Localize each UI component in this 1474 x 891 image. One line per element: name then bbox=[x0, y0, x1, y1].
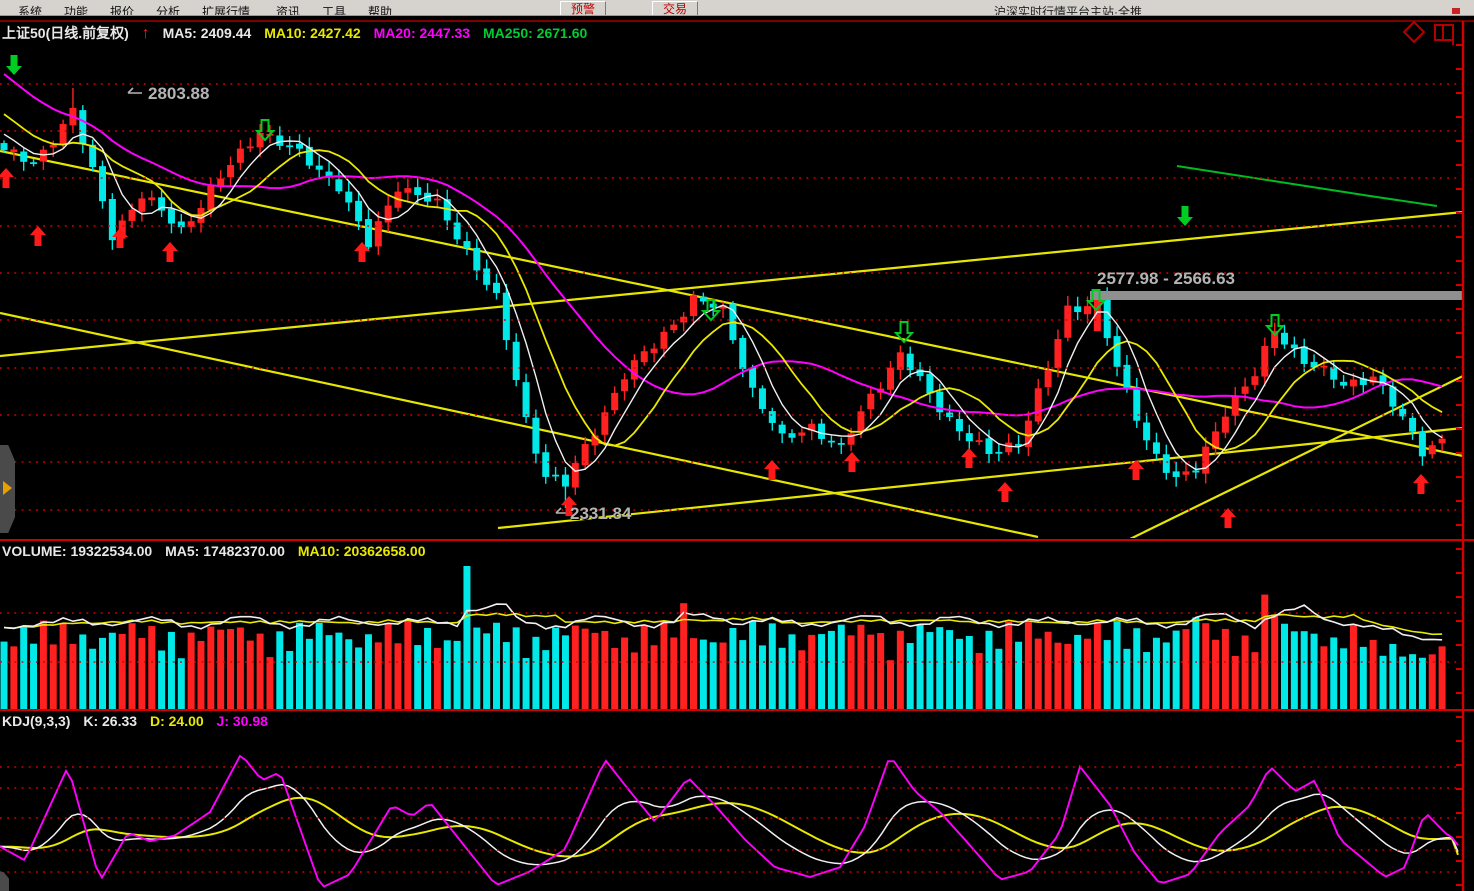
corner-handle bbox=[0, 872, 9, 891]
expand-arrow-icon bbox=[3, 481, 12, 495]
menu-item-system[interactable]: 系统 bbox=[18, 5, 43, 16]
kdj-pane-header: KDJ(9,3,3) K: 26.33 D: 24.00 J: 30.98 bbox=[2, 713, 277, 729]
symbol-title: 上证50(日线.前复权) bbox=[2, 25, 129, 41]
menu-button-alert[interactable]: 预警 bbox=[560, 1, 607, 15]
menu-item-function[interactable]: 功能 bbox=[64, 5, 89, 16]
kdj-name[interactable]: KDJ(9,3,3) bbox=[2, 713, 71, 729]
ma10-value[interactable]: MA10: 2427.42 bbox=[264, 25, 361, 41]
kdj-d-value[interactable]: D: 24.00 bbox=[149, 713, 204, 729]
menu-item-help[interactable]: 帮助 bbox=[368, 5, 393, 16]
volume-pane-header: VOLUME: 19322534.00 MA5: 17482370.00 MA1… bbox=[2, 543, 435, 559]
kdj-j-value[interactable]: J: 30.98 bbox=[216, 713, 268, 729]
zone-price-label: 2577.98 - 2566.63 bbox=[1097, 269, 1236, 288]
menu-item-tools[interactable]: 工具 bbox=[322, 5, 347, 16]
ma5-value[interactable]: MA5: 2409.44 bbox=[162, 25, 252, 41]
price-pane-header: 上证50(日线.前复权) ↑ MA5: 2409.44 MA10: 2427.4… bbox=[2, 23, 596, 43]
menu-item-quotes[interactable]: 报价 bbox=[110, 5, 135, 16]
menu-bar: 系统 功能 报价 分析 扩展行情 资讯 工具 帮助 预警 交易 沪深实时行情平台… bbox=[0, 0, 1474, 16]
high-price-label: 2803.88 bbox=[148, 84, 210, 103]
ma20-value[interactable]: MA20: 2447.33 bbox=[373, 25, 471, 41]
menu-button-trade[interactable]: 交易 bbox=[652, 1, 699, 15]
up-arrow-icon: ↑ bbox=[141, 25, 150, 42]
menu-item-info[interactable]: 资讯 bbox=[276, 5, 301, 16]
volume-ma10-value[interactable]: MA10: 20362658.00 bbox=[297, 543, 426, 559]
low-price-label: 2331.84 bbox=[570, 504, 632, 523]
kdj-k-value[interactable]: K: 26.33 bbox=[83, 713, 138, 729]
menu-status-text: 沪深实时行情平台主站·全推 bbox=[994, 5, 1142, 16]
window-control-sliver[interactable] bbox=[1452, 8, 1460, 14]
sidebar-expand-handle[interactable] bbox=[0, 445, 15, 533]
menu-item-extended[interactable]: 扩展行情 bbox=[202, 5, 251, 16]
ma250-value[interactable]: MA250: 2671.60 bbox=[483, 25, 588, 41]
split-window-icon[interactable] bbox=[1434, 24, 1454, 45]
menu-item-analysis[interactable]: 分析 bbox=[156, 5, 181, 16]
volume-ma5-value[interactable]: MA5: 17482370.00 bbox=[165, 543, 285, 559]
volume-value[interactable]: VOLUME: 19322534.00 bbox=[2, 543, 153, 559]
